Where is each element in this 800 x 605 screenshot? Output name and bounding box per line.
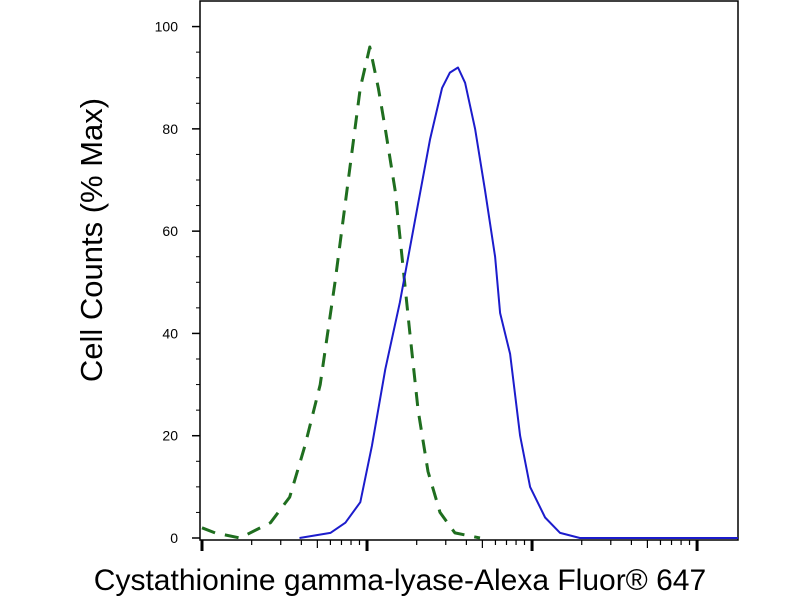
y-tick-label: 0 <box>170 530 178 546</box>
plot-frame <box>199 0 739 541</box>
series-line <box>201 45 481 540</box>
y-tick-label: 100 <box>155 19 179 35</box>
x-axis-label: Cystathionine gamma-lyase-Alexa Fluor® 6… <box>94 564 706 597</box>
y-tick-label: 40 <box>162 325 178 341</box>
series-line <box>299 66 738 539</box>
y-tick-label: 60 <box>162 223 178 239</box>
y-tick-label: 80 <box>162 121 178 137</box>
y-axis-label: Cell Counts (% Max) <box>74 98 109 382</box>
y-tick-label: 20 <box>162 428 178 444</box>
